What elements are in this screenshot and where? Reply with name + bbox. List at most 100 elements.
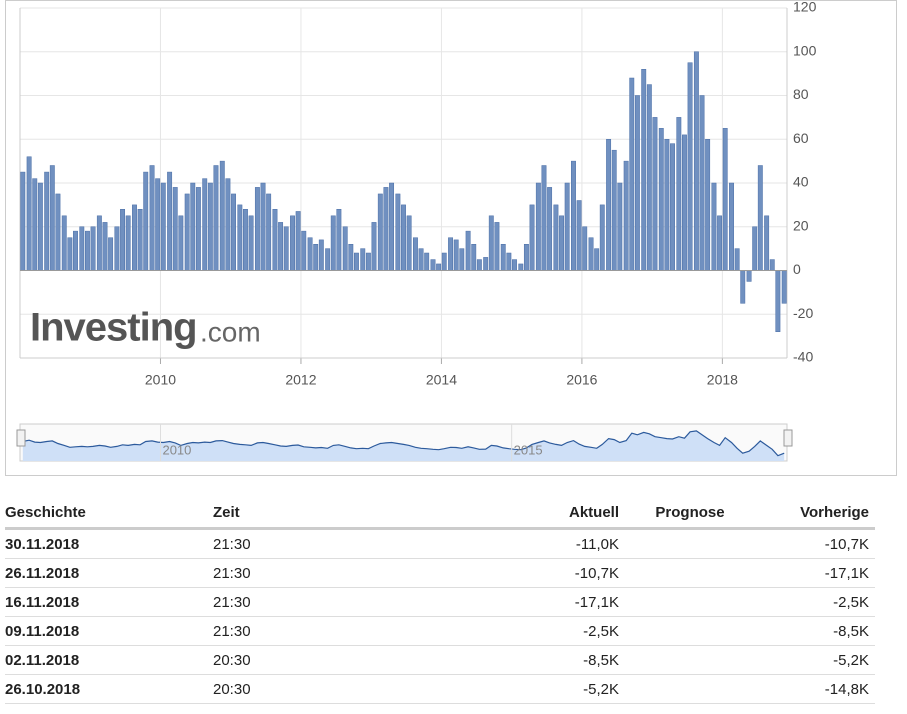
time-cell: 21:30 [213,528,513,559]
bar [523,244,529,271]
bar [184,193,190,271]
bar [295,211,301,271]
bar [488,215,494,271]
bar [266,193,272,271]
bar [318,239,324,271]
bar [682,134,687,271]
bar [722,128,728,271]
actual-cell: -17,1K [513,587,625,617]
bar [125,215,131,271]
bar [781,270,787,304]
bar [746,270,752,282]
bar [453,239,459,271]
bar [646,84,652,271]
bar [711,182,717,271]
bar [225,178,231,271]
bar [342,226,348,271]
bar [564,182,570,271]
bar [705,139,711,271]
bar [693,51,699,271]
x-tick-label: 2016 [566,372,597,388]
bar [336,209,342,271]
bar [424,252,430,271]
y-tick-label: 120 [793,0,817,15]
actual-cell: -10,7K [513,558,625,588]
actual-cell: -5,2K [513,674,625,704]
bar [441,252,447,271]
bar [120,209,125,271]
bar [541,165,547,271]
bar [172,187,178,271]
table-row: 26.10.2018 20:30 -5,2K -14,8K [5,674,875,704]
bar [178,215,184,271]
bar [717,215,723,271]
bar [412,237,418,271]
y-tick-label: 20 [793,217,809,233]
bar [757,165,763,271]
bar [155,178,161,271]
bar [506,252,512,271]
bar [769,259,775,271]
table-row: 16.11.2018 21:30 -17,1K -2,5K [5,587,875,617]
bar [571,160,576,271]
bar [195,187,201,271]
bar [167,171,173,271]
bar [67,237,73,271]
bar [243,209,248,271]
table-header: Geschichte Zeit Aktuell Prognose Vorheri… [5,497,875,530]
bar [360,248,366,271]
bar [353,252,359,271]
previous-cell: -17,1K [755,558,875,588]
table-row: 30.11.2018 21:30 -11,0K -10,7K [5,528,875,559]
bar [307,237,313,271]
bar [617,182,623,271]
bar [108,237,114,271]
bar [658,128,664,271]
header-cell: Vorherige [755,497,875,530]
forecast-cell [625,616,755,646]
y-tick-label: 100 [793,42,817,58]
bar [652,117,658,271]
bar [231,193,236,271]
bar [740,270,746,304]
bar [430,259,436,271]
bar [512,259,517,271]
time-cell: 20:30 [213,674,513,704]
navigator-label: 2015 [514,442,543,457]
bar [383,187,389,271]
bar [494,222,500,271]
time-cell: 21:30 [213,616,513,646]
navigator-handle[interactable] [783,429,793,447]
bar [418,248,424,271]
bar [535,182,541,271]
y-tick-label: -20 [793,305,813,321]
bar [202,178,208,271]
actual-cell: -2,5K [513,616,625,646]
navigator-handle[interactable] [16,429,26,447]
bar [330,215,336,271]
bar [518,263,524,271]
bar [641,69,647,271]
bar [143,171,149,271]
bar [325,248,331,271]
bar [611,149,617,271]
bar [687,62,693,271]
forecast-cell [625,587,755,617]
header-cell: Geschichte [5,497,213,530]
bar [219,160,225,271]
watermark: Investing .com [30,306,261,350]
header-cell: Aktuell [513,497,625,530]
forecast-cell [625,645,755,675]
bar [49,165,55,271]
history-table: Geschichte Zeit Aktuell Prognose Vorheri… [5,497,875,704]
bar [775,270,781,332]
table-row: 09.11.2018 21:30 -2,5K -8,5K [5,616,875,646]
bar [137,209,143,271]
bar [254,187,260,271]
time-cell: 21:30 [213,587,513,617]
y-tick-label: -40 [793,349,813,365]
previous-cell: -5,2K [755,645,875,675]
table-row: 02.11.2018 20:30 -8,5K -5,2K [5,645,875,675]
bar [729,182,734,271]
bar [401,204,406,271]
